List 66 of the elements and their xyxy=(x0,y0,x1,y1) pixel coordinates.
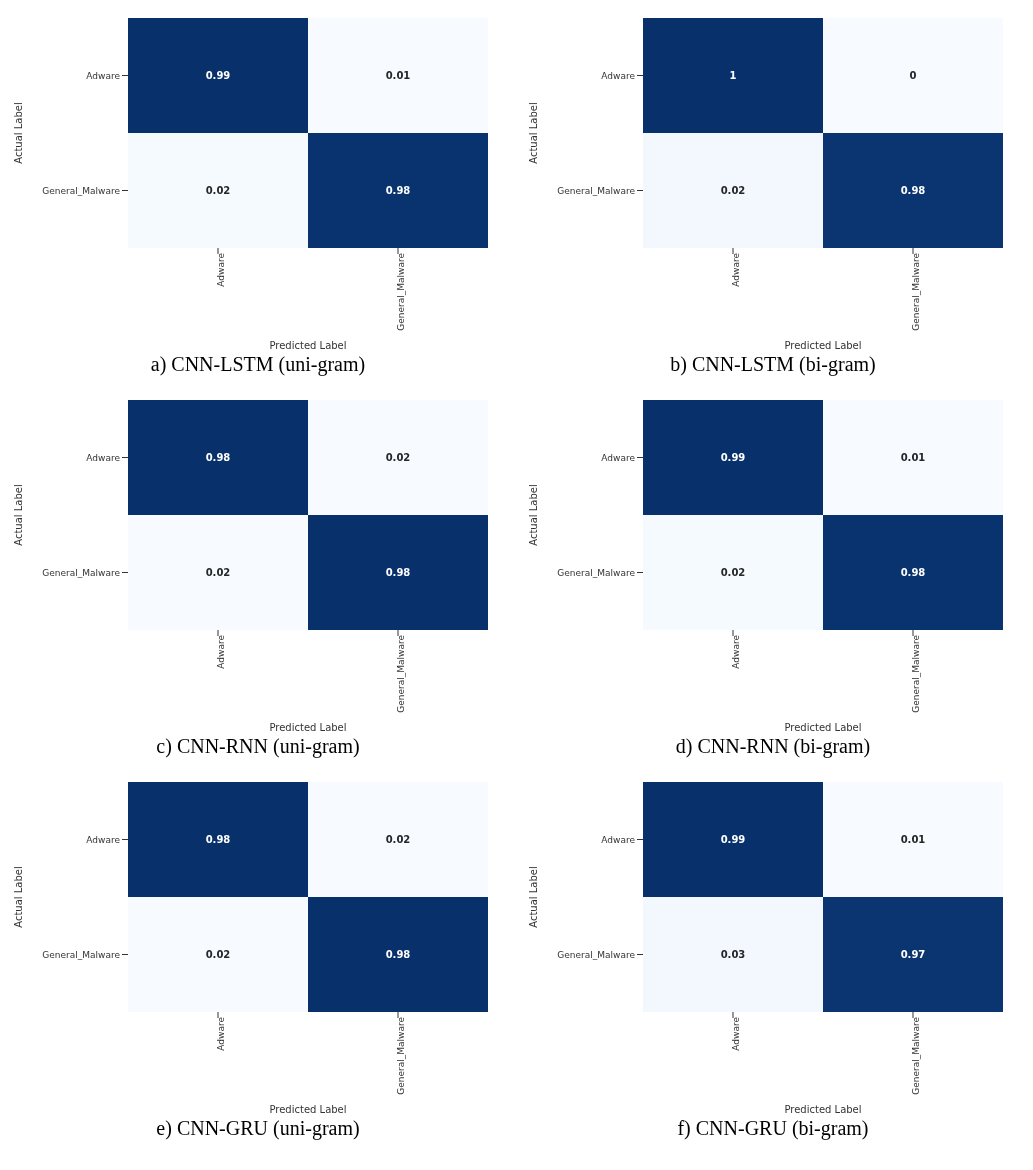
x-tick-label: General_Malware xyxy=(911,634,922,713)
y-tick-label: General_Malware xyxy=(42,185,121,196)
x-tick-label: General_Malware xyxy=(911,1016,922,1095)
x-tick-label: General_Malware xyxy=(911,252,922,331)
x-tick-label: Adware xyxy=(216,634,227,669)
x-axis-title: Predicted Label xyxy=(269,340,347,351)
y-tick-label: General_Malware xyxy=(42,949,121,960)
x-tick-label: General_Malware xyxy=(396,634,407,713)
x-tick-label: Adware xyxy=(216,252,227,287)
x-tick-label: Adware xyxy=(731,634,742,669)
y-tick-label: Adware xyxy=(601,70,636,81)
data-label: 0.02 xyxy=(205,949,231,960)
y-axis-title: Actual Label xyxy=(527,866,539,928)
y-axis-title: Actual Label xyxy=(12,484,24,546)
data-label: 0.98 xyxy=(385,185,411,196)
data-label: 0.98 xyxy=(900,185,926,196)
x-tick-label: General_Malware xyxy=(396,252,407,331)
y-tick-label: General_Malware xyxy=(557,567,636,578)
data-label: 1 xyxy=(729,70,737,81)
text: f) CNN-GRU (bi-gram) xyxy=(676,1117,870,1142)
data-label: 0.98 xyxy=(900,567,926,578)
x-axis-title: Predicted Label xyxy=(269,1104,347,1115)
data-label: 0.03 xyxy=(720,949,746,960)
data-label: 0.01 xyxy=(900,834,926,845)
y-tick-label: Adware xyxy=(601,834,636,845)
data-label: 0.02 xyxy=(205,185,231,196)
x-axis-title: Predicted Label xyxy=(784,1104,862,1115)
y-tick-label: General_Malware xyxy=(42,567,121,578)
text: a) CNN-LSTM (uni-gram) xyxy=(149,353,367,378)
y-tick-label: Adware xyxy=(86,452,121,463)
data-label: 0.98 xyxy=(205,452,231,463)
y-axis-title: Actual Label xyxy=(527,102,539,164)
data-label: 0.99 xyxy=(205,70,231,81)
data-label: 0.02 xyxy=(205,567,231,578)
text: d) CNN-RNN (bi-gram) xyxy=(674,735,872,760)
x-axis-title: Predicted Label xyxy=(784,722,862,733)
y-axis-title: Actual Label xyxy=(527,484,539,546)
y-axis-title: Actual Label xyxy=(12,102,24,164)
y-tick-label: General_Malware xyxy=(557,185,636,196)
y-axis-title: Actual Label xyxy=(12,866,24,928)
data-label: 0.02 xyxy=(385,834,411,845)
x-axis-title: Predicted Label xyxy=(784,340,862,351)
y-tick-label: General_Malware xyxy=(557,949,636,960)
y-tick-label: Adware xyxy=(86,70,121,81)
data-label: 0.98 xyxy=(385,567,411,578)
data-label: 0.99 xyxy=(720,452,746,463)
data-label: 0.01 xyxy=(900,452,926,463)
text: b) CNN-LSTM (bi-gram) xyxy=(669,353,877,378)
data-label: 0.02 xyxy=(385,452,411,463)
text: e) CNN-GRU (uni-gram) xyxy=(155,1117,361,1142)
x-axis-title: Predicted Label xyxy=(269,722,347,733)
data-label: 0.97 xyxy=(900,949,926,960)
x-tick-label: Adware xyxy=(731,1016,742,1051)
y-tick-label: Adware xyxy=(601,452,636,463)
data-label: 0.02 xyxy=(720,185,746,196)
y-tick-label: Adware xyxy=(86,834,121,845)
text: c) CNN-RNN (uni-gram) xyxy=(155,735,361,760)
data-label: 0.02 xyxy=(720,567,746,578)
data-label: 0 xyxy=(909,70,917,81)
data-label: 0.99 xyxy=(720,834,746,845)
x-tick-label: Adware xyxy=(731,252,742,287)
data-label: 0.01 xyxy=(385,70,411,81)
x-tick-label: Adware xyxy=(216,1016,227,1051)
x-tick-label: General_Malware xyxy=(396,1016,407,1095)
data-label: 0.98 xyxy=(205,834,231,845)
data-label: 0.98 xyxy=(385,949,411,960)
